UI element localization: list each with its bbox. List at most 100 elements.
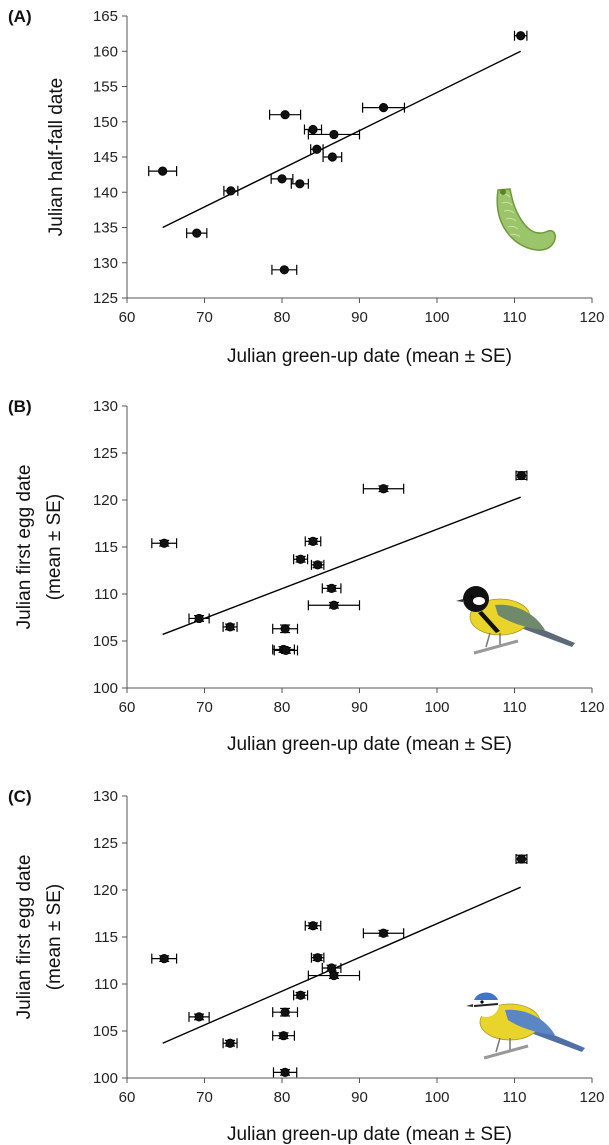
y-tick-label: 145 [93, 149, 118, 166]
y-tick-label: 105 [93, 1023, 118, 1040]
x-tick-label: 110 [503, 699, 527, 716]
data-point [290, 178, 309, 189]
data-point [272, 1007, 299, 1018]
data-point [322, 152, 343, 162]
blue-tit-icon [466, 991, 585, 1060]
x-tick-label: 60 [119, 1089, 136, 1106]
data-point [513, 30, 528, 41]
y-tick-label: 130 [93, 788, 118, 805]
data-point [304, 536, 322, 547]
y-tick-label: 140 [93, 184, 118, 201]
panel-b: (B) 100 105 110 115 120 125 130 60 70 80 90 100 110 12… [8, 397, 605, 755]
point-marker [308, 921, 318, 931]
data-point [515, 470, 528, 481]
data-point [310, 952, 325, 963]
y-tick-label: 125 [93, 835, 118, 852]
x-tick-label: 80 [274, 699, 291, 716]
point-marker [225, 1038, 235, 1048]
data-point [321, 583, 342, 594]
data-point [273, 645, 299, 656]
y-tick-label: 155 [93, 79, 118, 96]
y-tick-label: 130 [93, 398, 118, 415]
point-marker [378, 484, 389, 494]
data-point [269, 109, 302, 120]
x-tick-label: 80 [274, 1089, 291, 1106]
panel-label: (A) [8, 7, 32, 26]
point-marker [226, 186, 236, 196]
point-marker [280, 110, 290, 120]
data-point [310, 559, 325, 570]
y-axis-label: Julian first egg date [14, 465, 35, 630]
great-tit-icon [456, 586, 575, 655]
data-point [293, 990, 309, 1001]
point-marker [295, 554, 306, 564]
data-point [310, 144, 324, 155]
y-tick-label: 110 [94, 976, 118, 993]
data-point [303, 124, 323, 135]
data-point [223, 185, 239, 196]
x-tick-label: 90 [351, 309, 368, 326]
data-point [293, 554, 309, 565]
panel-label: (C) [8, 787, 32, 806]
data-point [362, 928, 405, 939]
point-marker [329, 600, 339, 610]
point-marker [295, 990, 306, 1000]
point-marker [280, 624, 290, 634]
data-point [271, 264, 298, 275]
point-marker [308, 124, 318, 135]
data-point [222, 1038, 238, 1049]
y-axis-label: (mean ± SE) [44, 884, 65, 991]
point-marker [378, 928, 389, 938]
x-axis-label: Julian green-up date (mean ± SE) [227, 1124, 512, 1145]
point-marker [277, 174, 287, 184]
x-tick-label: 80 [274, 309, 291, 326]
point-marker [516, 470, 527, 481]
x-tick-label: 120 [579, 699, 604, 716]
x-tick-label: 90 [351, 699, 368, 716]
data-point [362, 483, 405, 494]
y-tick-label: 120 [93, 492, 118, 509]
trend-line [162, 50, 522, 229]
y-axis-label: Julian half-fall date [46, 78, 67, 236]
x-axis-label: Julian green-up date (mean ± SE) [227, 346, 512, 367]
point-marker [159, 954, 169, 964]
y-tick-label: 125 [93, 445, 118, 462]
point-marker [326, 583, 337, 593]
point-marker [225, 622, 235, 632]
y-tick-label: 165 [93, 8, 118, 25]
data-point [188, 613, 210, 624]
x-tick-label: 70 [196, 309, 213, 326]
data-point [307, 970, 361, 981]
point-marker [308, 536, 318, 546]
y-tick-label: 120 [93, 882, 118, 899]
x-tick-label: 110 [503, 1089, 527, 1106]
trend-line [162, 496, 521, 636]
x-tick-label: 60 [119, 309, 136, 326]
y-axis-label: Julian first egg date [14, 855, 35, 1020]
data-point [307, 600, 361, 611]
x-tick-label: 100 [424, 1089, 449, 1106]
y-tick-label: 130 [93, 255, 118, 272]
data-point [321, 963, 342, 974]
point-marker [192, 228, 202, 238]
data-point [151, 953, 178, 964]
point-marker [378, 103, 389, 113]
point-marker [326, 963, 337, 973]
data-point [186, 228, 208, 239]
x-axis-label: Julian green-up date (mean ± SE) [227, 734, 512, 755]
data-point [148, 166, 178, 177]
point-marker [280, 1067, 290, 1077]
x-tick-label: 70 [196, 699, 213, 716]
y-axis-label: (mean ± SE) [44, 494, 65, 601]
x-tick-label: 70 [196, 1089, 213, 1106]
x-tick-label: 120 [579, 309, 604, 326]
x-tick-label: 90 [351, 1089, 368, 1106]
point-marker [329, 129, 339, 140]
point-marker [158, 166, 168, 176]
y-tick-label: 160 [93, 43, 118, 60]
point-marker [194, 613, 204, 624]
trend-line [162, 886, 521, 1044]
point-marker [279, 265, 289, 275]
data-point [304, 920, 322, 931]
